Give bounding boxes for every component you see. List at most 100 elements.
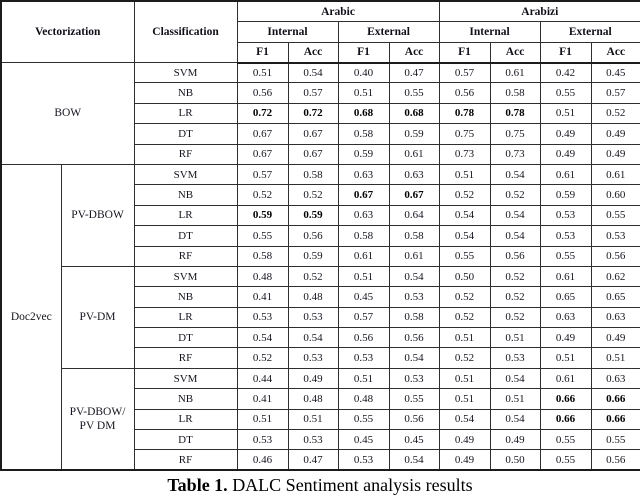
value-cell: 0.59: [287, 204, 339, 227]
header-arabizi-external: External: [539, 21, 640, 43]
value-cell: 0.64: [388, 204, 440, 227]
value-cell: 0.40: [337, 61, 390, 84]
value-cell: 0.57: [438, 61, 491, 84]
header-metric: F1: [337, 41, 390, 64]
value-cell: 0.53: [236, 429, 289, 451]
value-cell: 0.68: [337, 102, 390, 125]
value-cell: 0.66: [539, 388, 592, 410]
table-row: RF 0.67 0.67 0.59 0.61 0.73 0.73 0.49 0.49: [1, 143, 640, 165]
value-cell: 0.49: [438, 449, 491, 471]
value-cell: 0.52: [489, 286, 541, 308]
value-cell: 0.52: [489, 184, 541, 206]
table-row: BOW SVM 0.51 0.54 0.40 0.47 0.57 0.61 0.42 0.45: [0, 61, 640, 165]
value-cell: 0.73: [438, 143, 491, 165]
classifier-cell: DT: [133, 123, 238, 145]
value-cell: 0.51: [539, 347, 592, 369]
value-cell: 0.59: [236, 204, 289, 227]
table-row: RF 0.46 0.47 0.53 0.54 0.49 0.50 0.55 0.56: [1, 449, 640, 471]
value-cell: 0.51: [438, 163, 491, 186]
value-cell: 0.51: [337, 82, 390, 104]
value-cell: 0.47: [388, 61, 440, 84]
value-cell: 0.55: [539, 245, 592, 267]
value-cell: 0.78: [489, 102, 541, 125]
header-metric: Acc: [489, 41, 541, 64]
value-cell: 0.54: [388, 265, 440, 288]
table-row: LR 0.53 0.53 0.57 0.58 0.52 0.52 0.63 0.63: [1, 306, 640, 329]
classifier-cell: SVM: [133, 367, 238, 390]
header-metric: F1: [438, 41, 491, 64]
value-cell: 0.55: [539, 429, 592, 451]
value-cell: 0.45: [388, 429, 440, 451]
value-cell: 0.49: [489, 429, 541, 451]
table-row: LR 0.59 0.59 0.63 0.64 0.54 0.54 0.53 0.55: [1, 204, 640, 227]
value-cell: 0.51: [287, 408, 339, 431]
value-cell: 0.67: [236, 143, 289, 165]
header-metric: Acc: [388, 41, 440, 64]
results-table: Vectorization Classification Arabic Arab…: [0, 0, 640, 472]
value-cell: 0.67: [337, 184, 390, 206]
value-cell: 0.53: [287, 306, 339, 329]
value-cell: 0.53: [388, 367, 440, 390]
value-cell: 0.51: [337, 367, 390, 390]
value-cell: 0.61: [388, 245, 440, 267]
value-cell: 0.75: [438, 123, 491, 145]
header-classification: Classification: [133, 0, 238, 63]
value-cell: 0.61: [590, 163, 640, 186]
classifier-cell: DT: [133, 429, 238, 451]
header-metric: F1: [236, 41, 289, 64]
value-cell: 0.52: [438, 306, 491, 329]
value-cell: 0.63: [388, 163, 440, 186]
value-cell: 0.52: [489, 265, 541, 288]
header-arabizi-internal: Internal: [438, 21, 541, 43]
table-row: DT 0.67 0.67 0.58 0.59 0.75 0.75 0.49 0.49: [1, 123, 640, 145]
classifier-cell: NB: [133, 286, 238, 308]
value-cell: 0.55: [539, 449, 592, 471]
value-cell: 0.53: [337, 347, 390, 369]
classifier-cell: RF: [133, 245, 238, 267]
value-cell: 0.52: [287, 265, 339, 288]
value-cell: 0.72: [236, 102, 289, 125]
value-cell: 0.49: [539, 123, 592, 145]
value-cell: 0.53: [287, 347, 339, 369]
value-cell: 0.45: [337, 429, 390, 451]
value-cell: 0.58: [337, 225, 390, 247]
table-header: Vectorization Classification Arabic Arab…: [0, 0, 640, 64]
value-cell: 0.55: [438, 245, 491, 267]
value-cell: 0.56: [388, 408, 440, 431]
value-cell: 0.62: [590, 265, 640, 288]
value-cell: 0.66: [590, 388, 640, 410]
value-cell: 0.41: [236, 286, 289, 308]
value-cell: 0.54: [489, 408, 541, 431]
value-cell: 0.66: [539, 408, 592, 431]
value-cell: 0.63: [590, 306, 640, 329]
value-cell: 0.55: [236, 225, 289, 247]
classifier-cell: SVM: [133, 265, 238, 288]
value-cell: 0.56: [236, 82, 289, 104]
header-metric: Acc: [590, 41, 640, 64]
value-cell: 0.54: [489, 225, 541, 247]
table-row: RF 0.52 0.53 0.53 0.54 0.52 0.53 0.51 0.51: [1, 347, 640, 369]
value-cell: 0.53: [388, 286, 440, 308]
value-cell: 0.61: [539, 163, 592, 186]
classifier-cell: DT: [133, 225, 238, 247]
value-cell: 0.54: [287, 61, 339, 84]
header-row-metrics: F1 Acc F1 Acc F1 Acc F1 Acc: [1, 41, 640, 64]
value-cell: 0.44: [236, 367, 289, 390]
value-cell: 0.65: [539, 286, 592, 308]
value-cell: 0.68: [388, 102, 440, 125]
value-cell: 0.53: [236, 306, 289, 329]
value-cell: 0.78: [438, 102, 491, 125]
value-cell: 0.59: [287, 245, 339, 267]
classifier-cell: LR: [133, 204, 238, 227]
classifier-cell: RF: [133, 143, 238, 165]
table-row: NB 0.52 0.52 0.67 0.67 0.52 0.52 0.59 0.60: [1, 184, 640, 206]
caption-label: Table 1.: [167, 475, 228, 496]
header-arabic-internal: Internal: [236, 21, 339, 43]
header-row-langs: Vectorization Classification Arabic Arab…: [0, 0, 640, 63]
value-cell: 0.52: [438, 286, 491, 308]
value-cell: 0.54: [489, 367, 541, 390]
value-cell: 0.50: [438, 265, 491, 288]
caption-text: DALC Sentiment analysis results: [232, 475, 473, 496]
value-cell: 0.63: [590, 367, 640, 390]
vectorization-group-cell: BOW: [0, 62, 135, 165]
